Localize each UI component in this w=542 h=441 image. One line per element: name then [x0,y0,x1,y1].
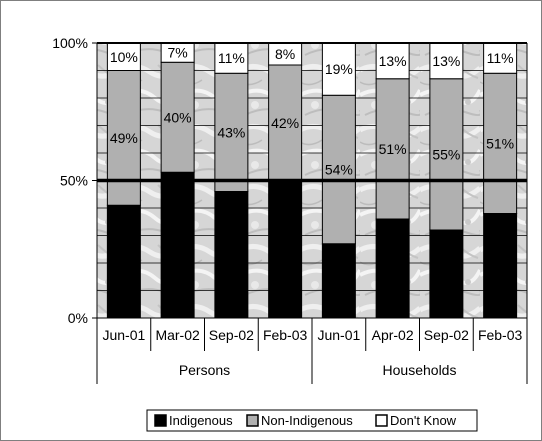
data-label: 40% [164,109,192,125]
bars [106,42,518,319]
bar-non-indigenous [268,64,303,181]
x-tick-label: Feb-03 [263,327,308,343]
bar-indigenous [106,204,141,319]
bar-don-t-know [321,42,356,96]
x-axis-ticks: Jun-01 Mar-02 Sep-02 Feb-03 Jun-01 Apr-02 Sep-… [96,318,528,384]
x-tick-label: Jun-01 [317,327,360,343]
legend-swatch [154,414,167,427]
bar-indigenous [483,213,518,319]
data-label: 49% [110,130,138,146]
legend-swatch [246,414,259,427]
legend-label: Don't Know [390,413,457,428]
bar-indigenous [160,171,195,319]
data-label: 13% [432,53,460,69]
bar-non-indigenous [214,72,249,192]
legend-box [146,409,478,432]
legend-swatch [375,414,388,427]
data-labels: 49% 10% 40% 7% 43% 11% 42% 8% 54% 19% 51% 13% 55% 13%… [110,45,514,178]
data-label: 11% [487,50,514,66]
y-tick-label: 100% [52,35,88,51]
x-tick-label: Feb-03 [478,327,523,343]
x-group-label: Persons [179,362,230,378]
bar-don-t-know [375,42,410,80]
bar-indigenous [429,229,464,319]
bar-non-indigenous [483,72,518,214]
x-tick-label: Apr-02 [372,327,414,343]
data-label: 10% [110,49,138,65]
data-label: 13% [379,53,407,69]
bar-non-indigenous [429,78,464,231]
legend-label: Non-Indigenous [261,413,353,428]
x-tick-label: Mar-02 [155,327,200,343]
data-label: 51% [486,135,514,151]
bar-indigenous [321,243,356,319]
data-label: 43% [217,124,245,140]
bar-non-indigenous [375,78,410,220]
bar-indigenous [214,191,249,319]
y-tick-label: 0% [68,310,88,326]
y-tick-label: 50% [60,173,88,189]
data-label: 42% [271,115,299,131]
x-tick-label: Sep-02 [424,327,469,343]
bar-non-indigenous [160,61,195,173]
bar-non-indigenous [321,94,356,245]
data-label: 11% [218,50,245,66]
bar-indigenous [375,218,410,319]
x-group-label: Households [383,362,457,378]
data-label: 19% [325,61,353,77]
bar-indigenous [268,180,303,319]
bar-don-t-know [483,42,518,74]
x-tick-label: Jun-01 [102,327,145,343]
data-label: 8% [275,46,295,62]
y-axis-ticks: 0% 50% 100% [52,35,97,326]
data-label: 54% [325,162,353,178]
legend: Indigenous Non-Indigenous Don't Know [146,409,478,432]
x-tick-label: Sep-02 [209,327,254,343]
data-label: 55% [432,146,460,162]
data-label: 7% [168,45,188,61]
legend-label: Indigenous [169,413,233,428]
bar-don-t-know [429,42,464,80]
data-label: 51% [379,141,407,157]
